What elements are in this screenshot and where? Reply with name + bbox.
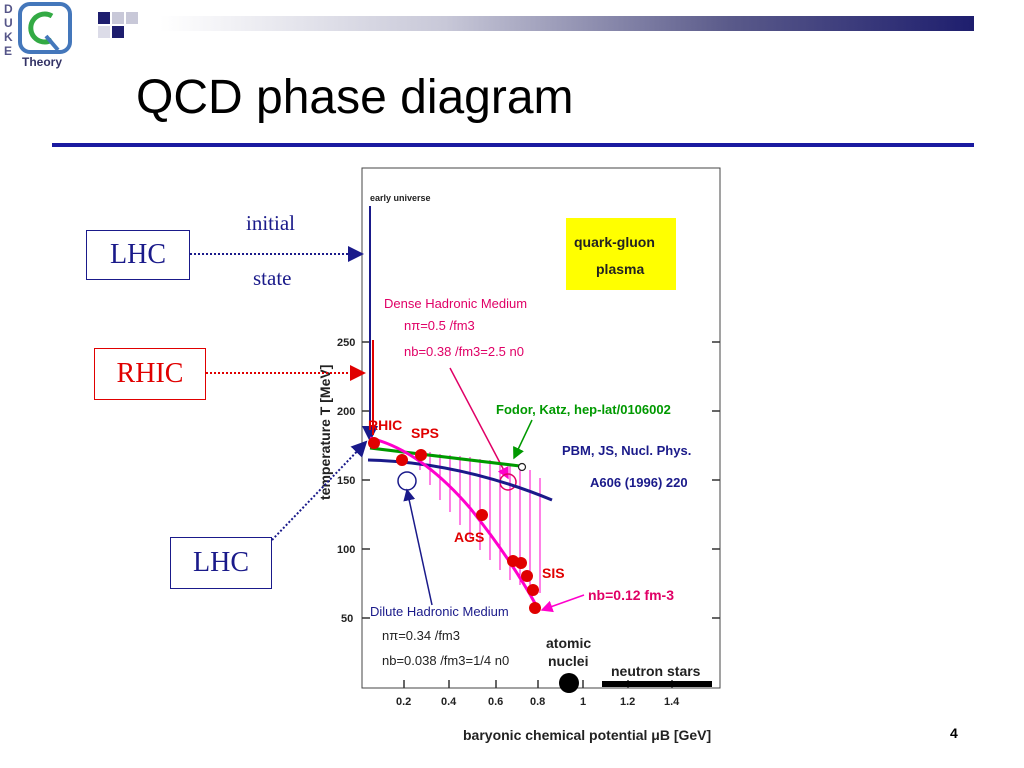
rhic-point [368, 437, 380, 449]
dilute-medium-arrow [403, 488, 433, 606]
atomic-nuclei-line2: nuclei [548, 653, 588, 669]
lhc-callout-bottom: LHC [170, 537, 272, 589]
y-tick-label: 50 [341, 613, 353, 625]
dense-medium-arrow [449, 367, 509, 480]
title-underline [52, 143, 974, 147]
ags-point [476, 509, 488, 521]
logo-q-tail [44, 34, 60, 52]
page-number: 4 [950, 725, 958, 741]
mixed-phase-hatching [419, 452, 541, 593]
x-axis-title: baryonic chemical potential μB [GeV] [463, 727, 711, 743]
x-tick-label: 0.6 [488, 696, 503, 708]
rhic-label: RHIC [368, 417, 402, 433]
atomic-nuclei-line1: atomic [546, 635, 591, 651]
logo-letter-k: K [4, 30, 13, 44]
state-label: state [253, 266, 292, 290]
x-tick-label: 0.2 [396, 696, 411, 708]
dilute-medium-title: Dilute Hadronic Medium [370, 604, 509, 619]
fodor-label: Fodor, Katz, hep-lat/0106002 [496, 402, 671, 417]
y-tick-label: 150 [337, 475, 355, 487]
corner-decoration [98, 12, 138, 38]
y-tick-label: 250 [337, 337, 355, 349]
slide-title: QCD phase diagram [136, 71, 574, 124]
sis-point-2 [515, 557, 527, 569]
x-tick-label: 1.4 [664, 696, 680, 708]
sis-point-4 [527, 584, 539, 596]
logo-letter-d: D [4, 2, 13, 16]
y-tick-label: 100 [337, 544, 355, 556]
nb-arrow [540, 594, 585, 613]
logo-c-shape [28, 11, 54, 45]
dilute-medium-line1: nπ=0.34 /fm3 [382, 628, 460, 643]
experiment-points [368, 437, 541, 614]
fodor-arrow [513, 419, 533, 460]
duke-theory-logo: D U K E Theory [4, 2, 72, 69]
pbm-label-line2: A606 (1996) 220 [590, 475, 688, 490]
y-tick-label: 200 [337, 406, 355, 418]
qgp-box [566, 218, 676, 290]
sis-point-5 [529, 602, 541, 614]
neutron-stars-bar [602, 681, 712, 687]
sps-label: SPS [411, 425, 439, 441]
pbm-label-line1: PBM, JS, Nucl. Phys. [562, 443, 691, 458]
dense-medium-line2: nb=0.38 /fm3=2.5 n0 [404, 344, 524, 359]
sps-point-2 [415, 449, 427, 461]
magenta-freezeout-curve [369, 436, 538, 606]
x-tick-label: 0.8 [530, 696, 545, 708]
y-axis-title: temperature T [MeV] [317, 365, 333, 500]
logo-letter-e: E [4, 44, 12, 58]
neutron-stars-label: neutron stars [611, 663, 701, 679]
dilute-medium-line2: nb=0.038 /fm3=1/4 n0 [382, 653, 509, 668]
early-universe-label: early universe [370, 193, 431, 203]
qgp-label-line2: plasma [596, 261, 644, 277]
dense-medium-line1: nπ=0.5 /fm3 [404, 318, 475, 333]
lhc-callout-top: LHC [86, 230, 190, 280]
atomic-nuclei-dot [559, 673, 579, 693]
lhc-bottom-connector [271, 440, 368, 541]
rhic-callout: RHIC [94, 348, 206, 400]
fodor-endpoint [517, 462, 527, 472]
dense-medium-title: Dense Hadronic Medium [384, 296, 527, 311]
qgp-label-line1: quark-gluon [574, 234, 655, 250]
ags-label: AGS [454, 529, 484, 545]
sis-label: SIS [542, 565, 565, 581]
x-tick-label: 1 [580, 696, 586, 708]
y-axis-ticks [362, 341, 720, 619]
logo-frame [18, 2, 72, 54]
sps-point-1 [396, 454, 408, 466]
x-tick-label: 1.2 [620, 696, 635, 708]
header-gradient-bar [160, 16, 974, 31]
logo-theory-text: Theory [22, 55, 62, 69]
x-tick-label: 0.4 [441, 696, 457, 708]
fodor-line [369, 446, 521, 468]
nb-label: nb=0.12 fm-3 [588, 587, 674, 603]
pbm-freezeout-curve [367, 458, 553, 502]
sis-point-3 [521, 570, 533, 582]
logo-letter-u: U [4, 16, 13, 30]
initial-label: initial [246, 211, 295, 235]
